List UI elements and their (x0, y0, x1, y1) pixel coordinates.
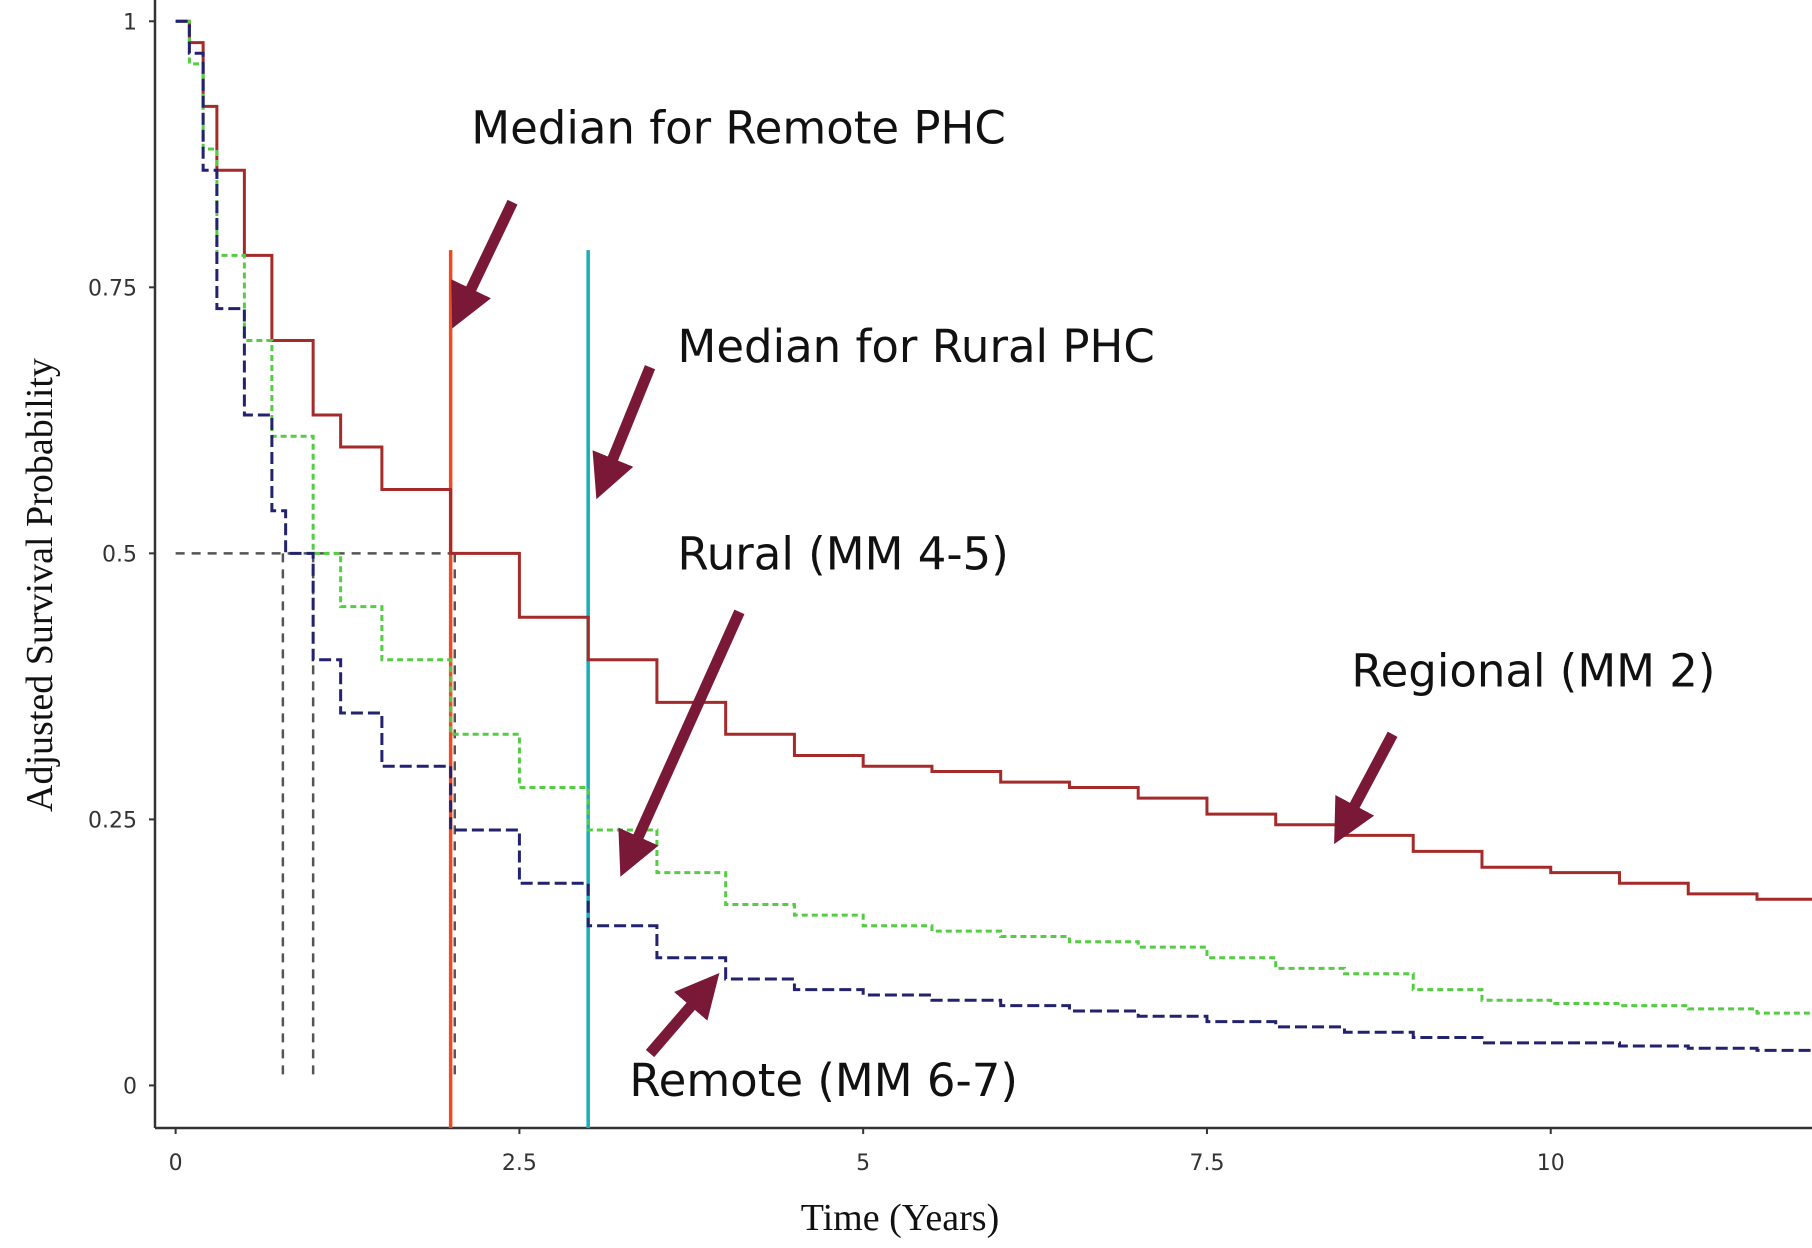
annotation-regional: Regional (MM 2) (1351, 644, 1715, 697)
y-tick-label: 0 (123, 1074, 137, 1099)
remote-arrow (645, 972, 720, 1058)
annotation-remote: Remote (MM 6-7) (629, 1054, 1018, 1107)
rural-phc-arrow (592, 365, 656, 500)
x-tick-label: 2.5 (502, 1151, 537, 1176)
y-ticks: 0 0.25 0.5 0.75 1 (88, 10, 155, 1099)
y-tick-label: 0.25 (88, 808, 137, 833)
remote-phc-arrow (451, 199, 518, 329)
median-guides (175, 552, 457, 1075)
regional-arrow (1334, 731, 1398, 845)
x-axis-title: Time (Years) (801, 1197, 999, 1239)
x-tick-label: 0 (169, 1151, 183, 1176)
y-axis-title: Adjusted Survival Probability (19, 358, 61, 812)
y-tick-label: 1 (123, 10, 137, 35)
series-rural-line (175, 19, 1812, 1015)
x-tick-label: 10 (1537, 1151, 1565, 1176)
annotation-rural: Rural (MM 4-5) (678, 527, 1009, 580)
annotation-rural-phc: Median for Rural PHC (678, 320, 1155, 373)
x-tick-label: 5 (856, 1151, 870, 1176)
y-tick-label: 0.5 (102, 542, 137, 567)
survival-series (175, 19, 1812, 1052)
annotation-remote-phc: Median for Remote PHC (471, 102, 1006, 155)
y-tick-label: 0.75 (88, 276, 137, 301)
series-remote-line (175, 19, 1812, 1052)
rural-arrow (618, 609, 745, 877)
annotation-arrows (451, 199, 1398, 1058)
axes: 0 0.25 0.5 0.75 1 0 2.5 5 7.5 10 (88, 0, 1812, 1176)
x-ticks: 0 2.5 5 7.5 10 (169, 1128, 1565, 1176)
median-lines (448, 250, 590, 1128)
x-tick-label: 7.5 (1189, 1151, 1224, 1176)
annotations: Median for Remote PHC Median for Rural PH… (471, 102, 1715, 1107)
series-regional-line (175, 19, 1812, 901)
